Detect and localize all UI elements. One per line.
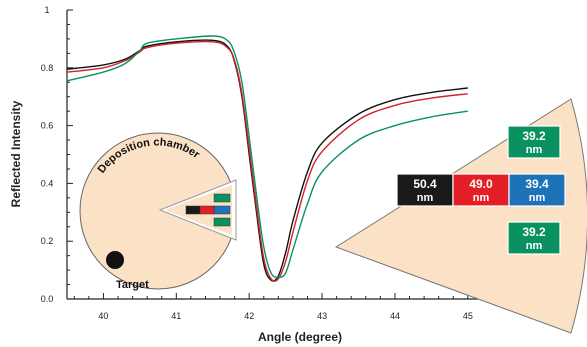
thickness-box: 50.4nm: [396, 173, 454, 207]
thickness-unit: nm: [529, 192, 546, 204]
mini-box-red: [199, 205, 215, 215]
series-line-1: [66, 39, 468, 282]
x-tick-label: 45: [463, 311, 473, 321]
y-tick-label: 0.4: [41, 178, 54, 188]
thickness-unit: nm: [417, 192, 434, 204]
mini-box-black: [185, 205, 201, 215]
x-tick-label: 43: [317, 311, 327, 321]
x-tick-label: 42: [244, 311, 254, 321]
thickness-box-bg: [452, 173, 510, 207]
thickness-box-bg: [396, 173, 454, 207]
thickness-value: 39.2: [522, 225, 546, 239]
target-label: Target: [116, 279, 149, 291]
thickness-unit: nm: [526, 240, 543, 252]
thickness-box-bg: [507, 221, 561, 255]
y-ticks: 0.0 0.2 0.4 0.6 0.8 1: [41, 5, 73, 304]
y-tick-label: 0.8: [41, 63, 54, 73]
thickness-value: 49.0: [469, 177, 493, 191]
y-tick-label: 1: [44, 5, 49, 15]
mini-box-bottom: [213, 217, 231, 227]
thickness-value: 50.4: [413, 177, 437, 191]
series-line-3: [66, 35, 468, 279]
y-tick-label: 0.0: [41, 294, 54, 304]
series-line-2: [66, 40, 468, 282]
target-dot: [106, 251, 124, 269]
thickness-unit: nm: [526, 144, 543, 156]
thickness-box: 39.2nm: [507, 125, 561, 159]
thickness-box: 49.0nm: [452, 173, 510, 207]
thickness-value: 39.2: [522, 129, 546, 143]
mini-box-top: [213, 193, 231, 203]
inset: Deposition chamber Target 39.2nm50.4nm49…: [79, 98, 587, 334]
y-tick-label: 0.2: [41, 236, 54, 246]
x-axis-title: Angle (degree): [258, 330, 342, 344]
thickness-box: 39.2nm: [507, 221, 561, 255]
mini-box-blue: [213, 205, 231, 215]
y-axis-title: Reflected Intensity: [9, 100, 23, 207]
thickness-box: 39.4nm: [508, 173, 566, 207]
thickness-unit: nm: [473, 192, 490, 204]
x-tick-label: 41: [171, 311, 181, 321]
x-tick-label: 44: [390, 311, 400, 321]
x-tick-label: 40: [98, 311, 108, 321]
series-group: [66, 35, 468, 282]
y-tick-label: 0.6: [41, 121, 54, 131]
thickness-box-bg: [508, 173, 566, 207]
thickness-box-bg: [507, 125, 561, 159]
thickness-value: 39.4: [525, 177, 549, 191]
